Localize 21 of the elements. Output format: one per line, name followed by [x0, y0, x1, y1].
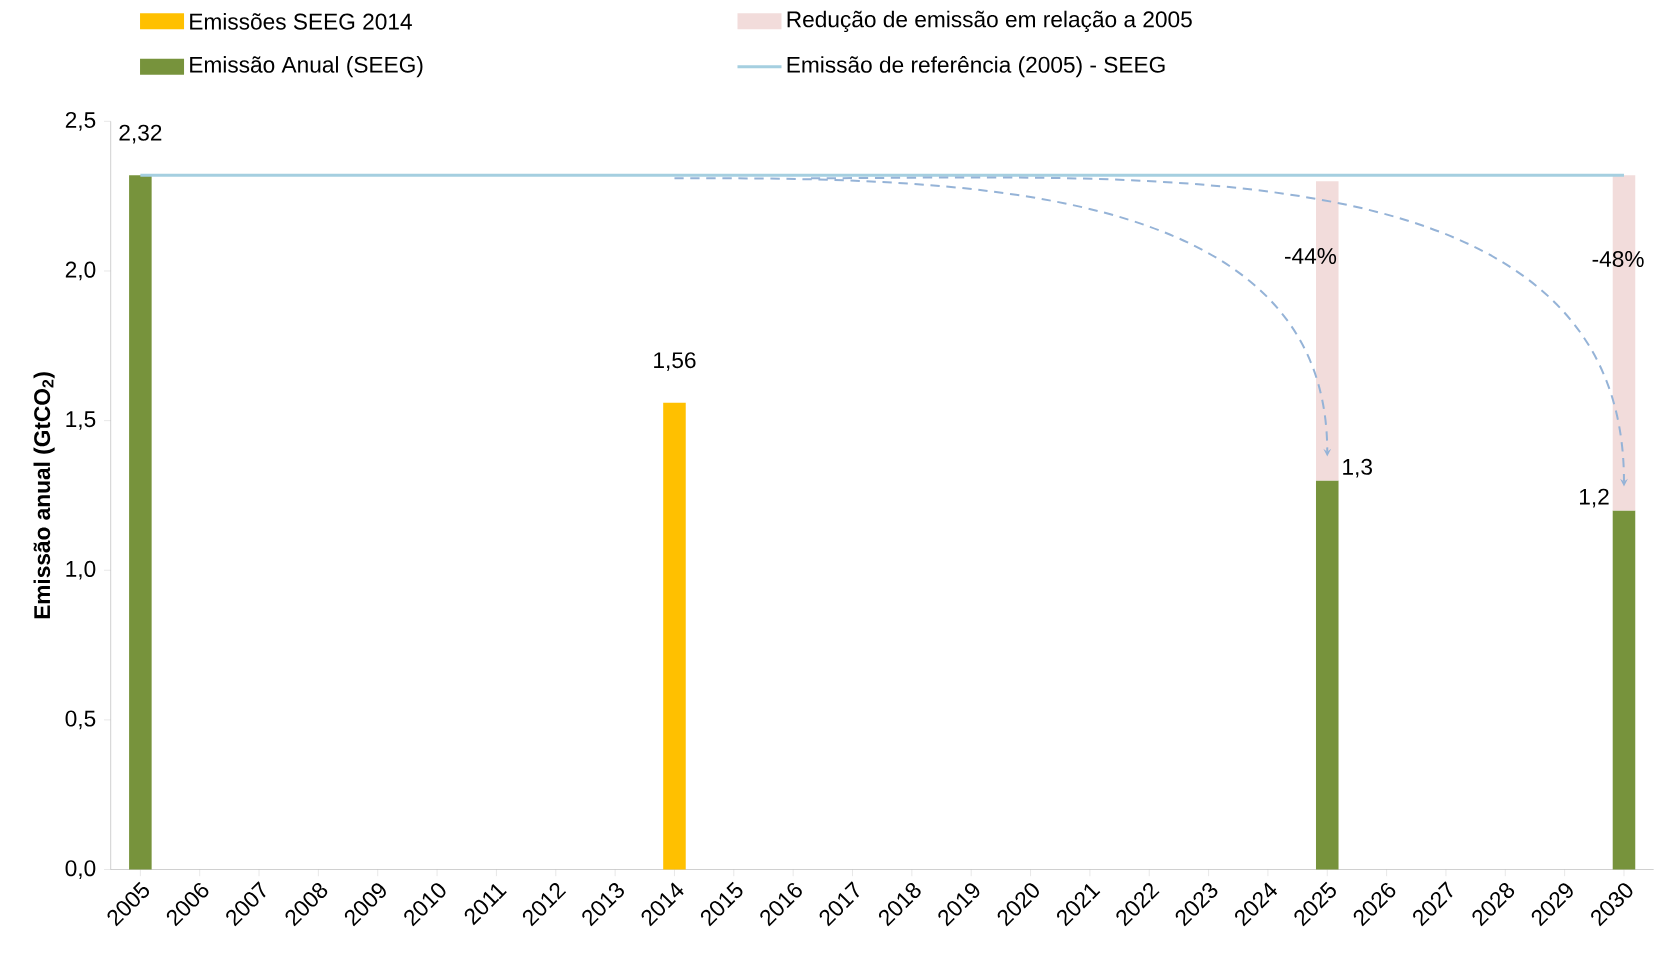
text: Emissão anual (GtCO$_{2}$) [33, 372, 55, 619]
y-tick-label: 0,5 [65, 710, 96, 730]
annotation: -44% [1285, 247, 1337, 264]
bar [663, 402, 686, 870]
data-label: 1,56 [654, 352, 696, 371]
data-label: 1,3 [1343, 458, 1372, 478]
data-label: 2,32 [119, 124, 162, 144]
y-tick-label: 2,5 [65, 111, 96, 131]
y-tick-label: 2,0 [65, 261, 96, 281]
bar [1612, 510, 1636, 870]
legend-label: Emissão Anual (SEEG) [190, 56, 423, 78]
legend-label: Redução de emissão em relação a 2005 [787, 10, 1192, 32]
legend-label: Emissão de referência (2005) - SEEG [787, 55, 1165, 78]
y-tick-label: 0,0 [65, 860, 96, 879]
y-tick-label: 1,5 [66, 411, 96, 430]
data-label: 1,2 [1579, 488, 1609, 508]
annotation: -48% [1592, 250, 1644, 267]
y-tick-label: 1,0 [66, 560, 96, 580]
bar [129, 175, 152, 870]
legend-label: Emissões SEEG 2014 [190, 12, 412, 30]
bar [1315, 480, 1339, 870]
